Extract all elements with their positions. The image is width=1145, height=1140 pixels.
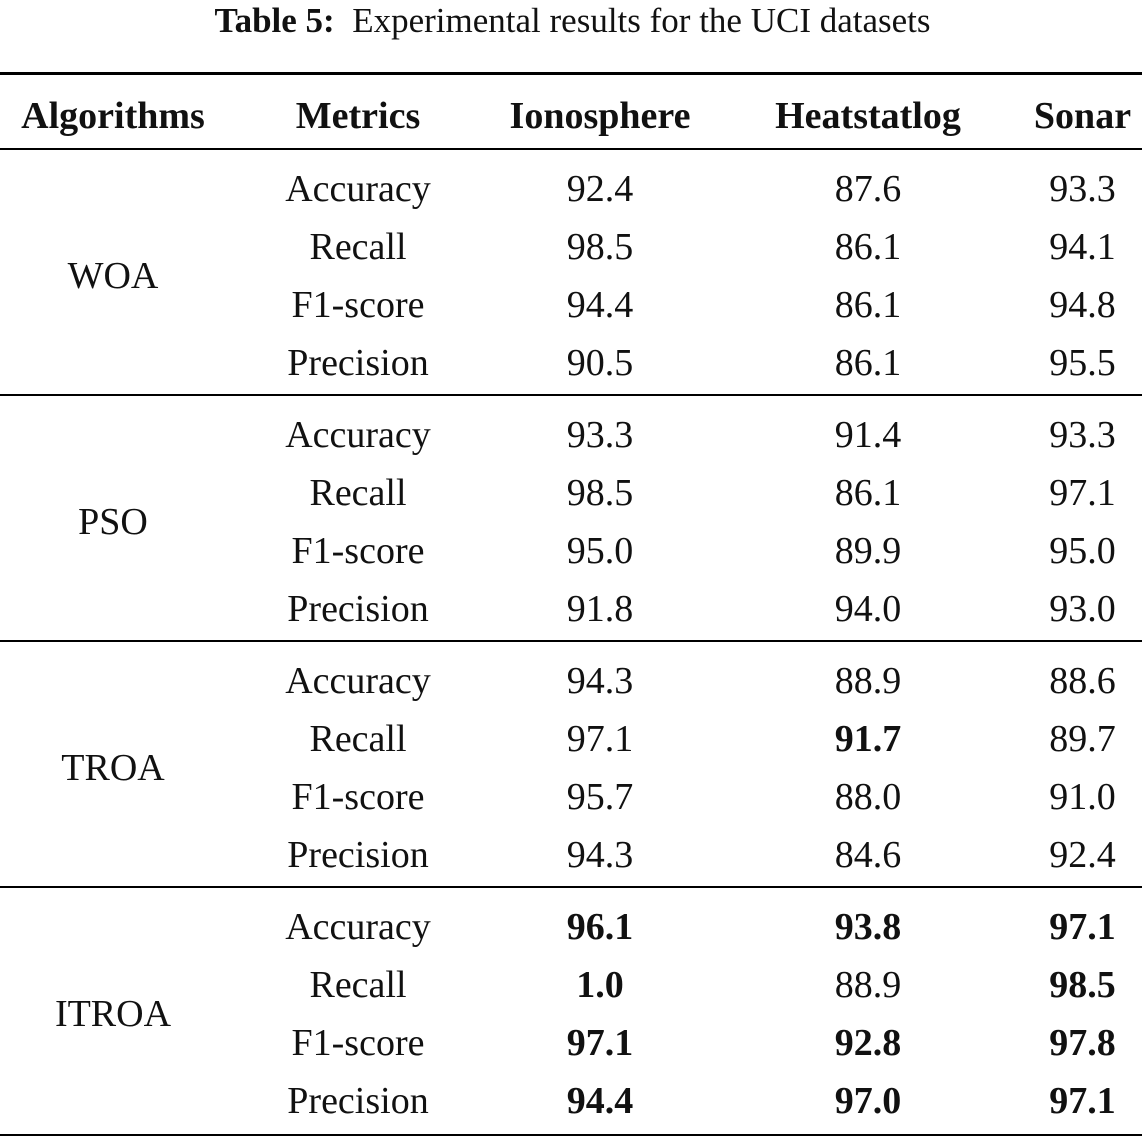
- ionosphere-value-cell: 93.3: [566, 414, 634, 456]
- heatstatlog-value-cell: 86.1: [834, 472, 902, 514]
- metric-cell: F1-score: [291, 776, 425, 818]
- group-divider-rule: [0, 886, 1142, 888]
- header-metrics: Metrics: [295, 95, 421, 137]
- sonar-value-cell: 92.4: [1049, 834, 1116, 876]
- sonar-value-cell: 98.5: [1049, 964, 1116, 1006]
- ionosphere-value-cell: 97.1: [566, 1022, 634, 1064]
- metric-cell: F1-score: [291, 284, 425, 326]
- ionosphere-value-cell: 94.4: [566, 1080, 634, 1122]
- heatstatlog-value-cell: 87.6: [834, 168, 902, 210]
- sonar-value-cell: 94.1: [1049, 226, 1116, 268]
- ionosphere-value-cell: 1.0: [576, 964, 624, 1006]
- table-caption-label: Table 5:: [214, 1, 335, 40]
- metric-cell: Recall: [309, 472, 407, 514]
- heatstatlog-value-cell: 88.9: [834, 964, 902, 1006]
- heatstatlog-value-cell: 91.7: [834, 718, 902, 760]
- ionosphere-value-cell: 97.1: [566, 718, 634, 760]
- table-bottom-rule: [0, 1134, 1142, 1136]
- heatstatlog-value-cell: 86.1: [834, 226, 902, 268]
- sonar-value-cell: 97.1: [1049, 1080, 1116, 1122]
- metric-cell: Accuracy: [285, 906, 431, 948]
- header-heatstatlog: Heatstatlog: [775, 95, 961, 137]
- table-caption: Table 5: Experimental results for the UC…: [0, 0, 1145, 44]
- sonar-value-cell: 95.0: [1049, 530, 1116, 572]
- ionosphere-value-cell: 94.3: [566, 834, 634, 876]
- group-divider-rule: [0, 394, 1142, 396]
- ionosphere-value-cell: 94.3: [566, 660, 634, 702]
- ionosphere-value-cell: 98.5: [566, 226, 634, 268]
- header-algorithms: Algorithms: [21, 95, 205, 137]
- header-sonar: Sonar: [1033, 95, 1132, 137]
- heatstatlog-value-cell: 86.1: [834, 284, 902, 326]
- metric-cell: Precision: [287, 1080, 429, 1122]
- algorithm-woa: WOA: [67, 255, 159, 297]
- ionosphere-value-cell: 91.8: [566, 588, 634, 630]
- metric-cell: Accuracy: [285, 414, 431, 456]
- metric-cell: Precision: [287, 342, 429, 384]
- sonar-value-cell: 97.8: [1049, 1022, 1116, 1064]
- metric-cell: Recall: [309, 226, 407, 268]
- metric-cell: Accuracy: [285, 660, 431, 702]
- heatstatlog-value-cell: 88.0: [834, 776, 902, 818]
- sonar-value-cell: 97.1: [1049, 906, 1116, 948]
- metric-cell: F1-score: [291, 530, 425, 572]
- header-rule: [0, 148, 1142, 150]
- ionosphere-value-cell: 98.5: [566, 472, 634, 514]
- metric-cell: Precision: [287, 588, 429, 630]
- table-top-rule: [0, 72, 1142, 75]
- sonar-value-cell: 89.7: [1049, 718, 1116, 760]
- heatstatlog-value-cell: 91.4: [834, 414, 902, 456]
- ionosphere-value-cell: 90.5: [566, 342, 634, 384]
- heatstatlog-value-cell: 89.9: [834, 530, 902, 572]
- ionosphere-value-cell: 95.0: [566, 530, 634, 572]
- sonar-value-cell: 93.3: [1049, 168, 1116, 210]
- heatstatlog-value-cell: 94.0: [834, 588, 902, 630]
- sonar-value-cell: 97.1: [1049, 472, 1116, 514]
- sonar-value-cell: 93.3: [1049, 414, 1116, 456]
- table-caption-text: Experimental results for the UCI dataset…: [352, 1, 931, 40]
- ionosphere-value-cell: 94.4: [566, 284, 634, 326]
- heatstatlog-value-cell: 93.8: [834, 906, 902, 948]
- ionosphere-value-cell: 96.1: [566, 906, 634, 948]
- sonar-value-cell: 88.6: [1049, 660, 1116, 702]
- group-divider-rule: [0, 640, 1142, 642]
- metric-cell: Recall: [309, 718, 407, 760]
- algorithm-troa: TROA: [61, 747, 165, 789]
- heatstatlog-value-cell: 86.1: [834, 342, 902, 384]
- metric-cell: Recall: [309, 964, 407, 1006]
- algorithm-pso: PSO: [78, 501, 148, 543]
- heatstatlog-value-cell: 92.8: [834, 1022, 902, 1064]
- heatstatlog-value-cell: 84.6: [834, 834, 902, 876]
- metric-cell: Precision: [287, 834, 429, 876]
- heatstatlog-value-cell: 88.9: [834, 660, 902, 702]
- sonar-value-cell: 93.0: [1049, 588, 1116, 630]
- ionosphere-value-cell: 92.4: [566, 168, 634, 210]
- header-ionosphere: Ionosphere: [509, 95, 691, 137]
- algorithm-itroa: ITROA: [54, 993, 172, 1035]
- ionosphere-value-cell: 95.7: [566, 776, 634, 818]
- metric-cell: Accuracy: [285, 168, 431, 210]
- heatstatlog-value-cell: 97.0: [834, 1080, 902, 1122]
- metric-cell: F1-score: [291, 1022, 425, 1064]
- sonar-value-cell: 94.8: [1049, 284, 1116, 326]
- sonar-value-cell: 95.5: [1049, 342, 1116, 384]
- sonar-value-cell: 91.0: [1049, 776, 1116, 818]
